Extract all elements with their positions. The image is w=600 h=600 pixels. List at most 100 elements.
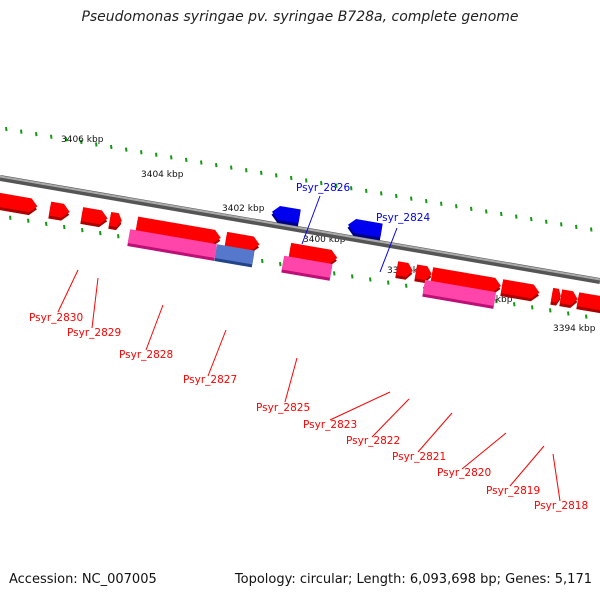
scale-label: 3404 kbp (141, 170, 184, 180)
gene-label[interactable]: Psyr_2818 (534, 500, 588, 512)
tick-mark (495, 299, 498, 304)
gene-label[interactable]: Psyr_2828 (119, 349, 173, 361)
gene-arrow-2822[interactable] (414, 264, 433, 284)
tick-mark (365, 188, 368, 193)
gene-label-group[interactable]: Psyr_2820 (437, 432, 507, 479)
tick-mark (260, 170, 263, 175)
gene-leader-line (207, 329, 227, 377)
cds-bar-2821[interactable] (422, 279, 497, 309)
gene-leader-line (284, 357, 298, 403)
cds-bar-2827[interactable] (214, 244, 255, 268)
tick-mark (50, 134, 53, 139)
tick-mark (140, 150, 143, 155)
gene-label[interactable]: Psyr_2830 (29, 312, 83, 324)
tick-mark (515, 214, 518, 219)
tick-mark (440, 201, 443, 206)
gene-arrow-2821[interactable] (430, 267, 502, 296)
gene-label[interactable]: Psyr_2827 (183, 374, 237, 386)
gene-leader-line (509, 445, 545, 487)
scale-label: 3394 kbp (553, 324, 596, 334)
tick-mark (405, 283, 408, 288)
cds-bar-2828[interactable] (127, 229, 217, 261)
gene-features[interactable] (0, 192, 600, 314)
gene-label-group[interactable]: Psyr_2827 (183, 329, 237, 386)
scale-label: 3402 kbp (222, 204, 265, 214)
gene-label-group[interactable]: Psyr_2826 (296, 182, 350, 245)
gene-arrow-2826[interactable] (270, 205, 301, 227)
tick-mark (117, 234, 120, 239)
gene-leader-line (379, 227, 398, 273)
gene-label-group[interactable]: Psyr_2825 (256, 357, 310, 414)
tick-mark (20, 129, 23, 134)
gene-labels[interactable]: Psyr_2830 Psyr_2829 Psyr_2828 Psyr_2827 Psyr… (29, 182, 588, 512)
tick-mark (230, 165, 233, 170)
gene-label-group[interactable]: Psyr_2828 (119, 304, 173, 361)
tick-mark (9, 215, 12, 220)
gene-label-group[interactable]: Psyr_2819 (486, 445, 545, 497)
gene-label[interactable]: Psyr_2819 (486, 485, 540, 497)
tick-mark (590, 227, 593, 232)
gene-arrow-2817[interactable] (576, 292, 600, 314)
tick-mark (380, 191, 383, 196)
gene-label[interactable]: Psyr_2825 (256, 402, 310, 414)
cds-bar-2825[interactable] (281, 255, 333, 281)
tick-mark (335, 183, 338, 188)
gene-label[interactable]: Psyr_2826 (296, 182, 350, 194)
gene-label-group[interactable]: Psyr_2818 (534, 453, 588, 512)
tick-marks (5, 126, 593, 319)
gene-leader-line (371, 398, 410, 438)
gene-arrow-2824[interactable] (346, 218, 383, 241)
gene-leader-line (461, 432, 507, 470)
tick-mark (350, 186, 353, 191)
tick-mark (81, 227, 84, 233)
tick-mark (531, 305, 534, 310)
gene-arrow-2829b[interactable] (108, 211, 123, 231)
gene-label-group[interactable]: Psyr_2823 (303, 391, 391, 431)
gene-arrow-2830[interactable] (48, 201, 71, 222)
tick-mark (155, 152, 158, 157)
tick-mark (290, 175, 293, 181)
gene-arrow-2828[interactable] (135, 216, 222, 248)
gene-label[interactable]: Psyr_2822 (346, 435, 400, 447)
topology-text: Topology: circular; Length: 6,093,698 bp… (234, 572, 592, 587)
gene-label[interactable]: Psyr_2823 (303, 419, 357, 431)
tick-mark (170, 155, 173, 160)
tick-mark (369, 277, 372, 282)
tick-mark (320, 180, 323, 186)
gene-label-group[interactable]: Psyr_2821 (392, 412, 453, 463)
gene-leader-line (301, 195, 321, 245)
gene-arrow-2820[interactable] (500, 279, 540, 302)
genome-backbone (0, 175, 600, 284)
tick-mark (27, 218, 30, 223)
gene-label[interactable]: Psyr_2824 (376, 212, 430, 224)
gene-label-group[interactable]: Psyr_2824 (376, 212, 430, 273)
tick-mark (410, 196, 413, 201)
gene-arrow-2831[interactable] (0, 192, 39, 216)
tick-mark (45, 221, 48, 227)
tick-mark (63, 224, 66, 230)
gene-arrow-2819[interactable] (550, 287, 562, 306)
gene-leader-line (329, 391, 391, 421)
page-title: Pseudomonas syringae pv. syringae B728a,… (81, 9, 519, 25)
gene-label-group[interactable]: Psyr_2822 (346, 398, 410, 447)
gene-label[interactable]: Psyr_2820 (437, 467, 491, 479)
tick-mark (455, 204, 458, 209)
tick-mark (80, 139, 83, 145)
gene-label-group[interactable]: Psyr_2830 (29, 269, 83, 324)
gene-label-group[interactable]: Psyr_2829 (67, 277, 121, 339)
tick-mark (99, 231, 102, 236)
tick-mark (125, 147, 128, 152)
tick-mark (279, 261, 282, 267)
tick-mark (245, 168, 248, 173)
tick-mark (387, 280, 390, 285)
tick-mark (351, 274, 354, 279)
tick-mark (585, 314, 588, 319)
gene-label[interactable]: Psyr_2829 (67, 327, 121, 339)
tick-mark (470, 206, 473, 211)
tick-mark (513, 302, 516, 307)
gene-arrow-2829a[interactable] (80, 207, 109, 228)
gene-arrow-2818[interactable] (559, 289, 579, 309)
gene-arrow-2823[interactable] (395, 261, 414, 280)
gene-label[interactable]: Psyr_2821 (392, 451, 446, 463)
